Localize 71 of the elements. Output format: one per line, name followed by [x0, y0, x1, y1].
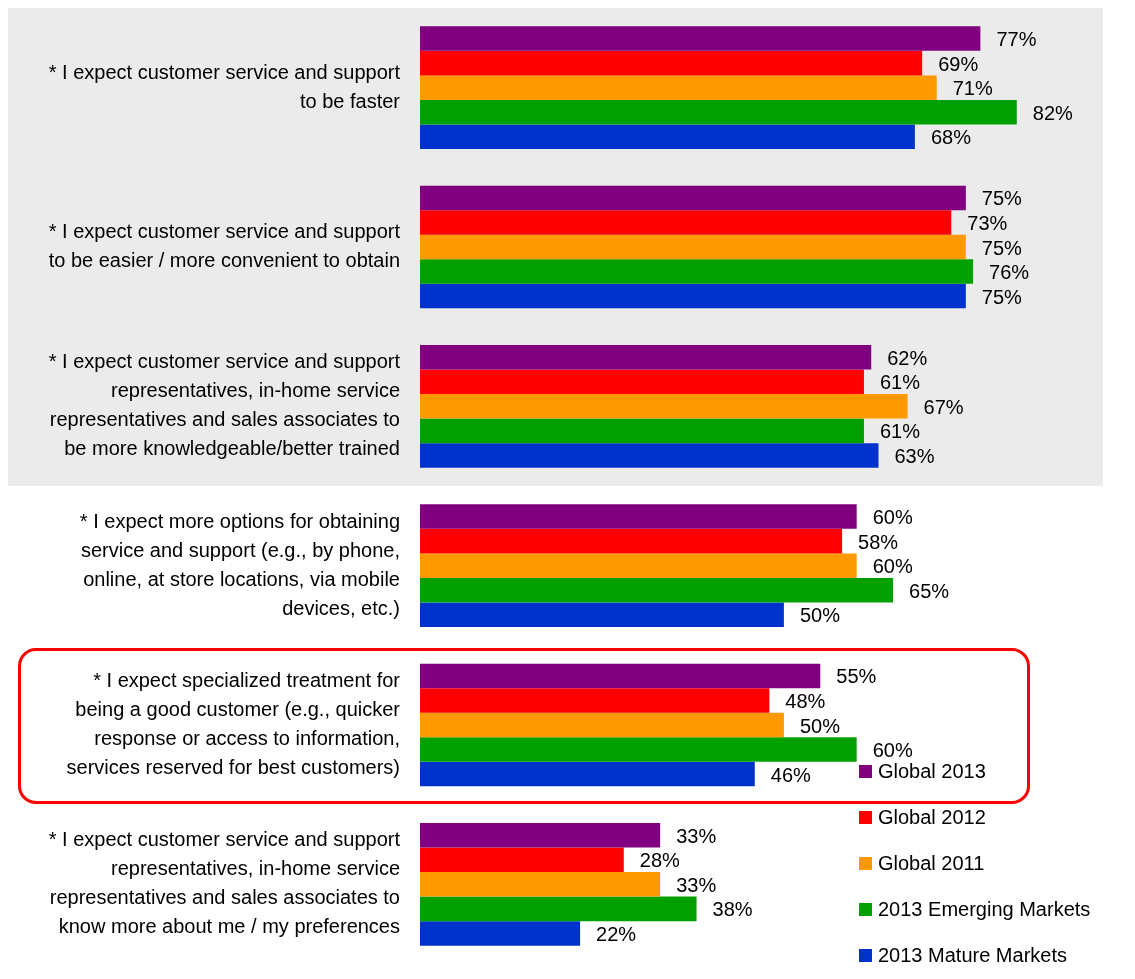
bar	[420, 663, 821, 689]
y-tick-label: * I expect customer service and support representatives, in-home service representatives and sales associates to be more knowledgeable/better trained	[48, 350, 401, 460]
data-label: 63%	[894, 444, 935, 467]
data-label: 58%	[858, 530, 899, 553]
data-label: 75%	[981, 236, 1023, 259]
legend-label: Global 2011	[878, 851, 985, 875]
y-tick-label: * I expect more options for obtaining service and support (e.g., by phone, online, at store locations, via mobile devices, etc.)	[79, 509, 400, 619]
y-tick-label: * I expect customer service and support representatives, in-home service representatives and sales associates to know more about me / my preferences	[48, 828, 401, 938]
data-label: 76%	[989, 261, 1030, 284]
data-label: 69%	[938, 52, 979, 75]
data-label: 71%	[952, 77, 993, 100]
data-label: 62%	[887, 346, 928, 369]
data-label: 75%	[981, 187, 1023, 210]
bar	[420, 872, 661, 897]
data-label: 60%	[872, 739, 913, 762]
bar	[420, 369, 864, 395]
bar	[420, 234, 966, 260]
y-tick-label: * I expect specialized treatment for being a good customer (e.g., quicker response or access to information, services reserved for best customers)	[66, 669, 401, 779]
data-label: 68%	[930, 126, 972, 149]
data-label: 61%	[879, 420, 921, 443]
data-label: 75%	[981, 285, 1023, 308]
data-label: 77%	[996, 28, 1037, 51]
y-tick-label: * I expect customer service and support to be easier / more convenient to obtain	[48, 220, 401, 272]
legend-label: 2013 Mature Markets	[878, 943, 1067, 967]
legend-label: Global 2012	[878, 805, 986, 829]
bar	[420, 50, 923, 76]
bar	[420, 602, 784, 628]
data-label: 60%	[872, 506, 913, 529]
bar	[420, 847, 624, 873]
data-label: 82%	[1032, 101, 1074, 124]
bar	[420, 418, 864, 444]
bar	[420, 822, 661, 848]
data-label: 73%	[967, 211, 1008, 234]
data-label: 50%	[799, 604, 841, 627]
data-label: 65%	[909, 579, 950, 602]
bar	[420, 896, 697, 922]
bar	[420, 528, 843, 554]
bar	[420, 553, 857, 578]
data-label: 33%	[676, 824, 717, 847]
bar	[420, 124, 915, 150]
bar	[420, 504, 857, 529]
bar	[420, 761, 755, 787]
data-label: 28%	[639, 849, 681, 872]
data-label: 38%	[712, 898, 753, 921]
bar	[420, 737, 857, 762]
data-label: 50%	[799, 714, 841, 737]
bar	[420, 26, 981, 51]
data-label: 33%	[676, 873, 717, 896]
bar	[420, 712, 784, 738]
data-label: 55%	[836, 665, 877, 688]
legend-label: Global 2013	[878, 759, 986, 783]
data-label: 67%	[923, 395, 964, 418]
bar	[420, 443, 879, 468]
data-label: 22%	[596, 922, 637, 945]
bar	[420, 185, 966, 211]
bar	[420, 577, 894, 603]
bar	[420, 210, 952, 235]
data-label: 46%	[770, 763, 812, 786]
bar	[420, 283, 966, 309]
data-label: 60%	[872, 555, 913, 578]
bar	[420, 344, 872, 370]
y-tick-label: * I expect customer service and support to be faster	[48, 60, 401, 112]
bar	[420, 394, 908, 419]
bar	[420, 688, 770, 713]
bar	[420, 75, 937, 100]
bar	[420, 921, 581, 946]
data-label: 61%	[879, 371, 921, 394]
data-label: 48%	[785, 689, 826, 712]
legend-label: 2013 Emerging Markets	[878, 897, 1091, 921]
bar	[420, 259, 974, 284]
bar	[420, 99, 1017, 125]
